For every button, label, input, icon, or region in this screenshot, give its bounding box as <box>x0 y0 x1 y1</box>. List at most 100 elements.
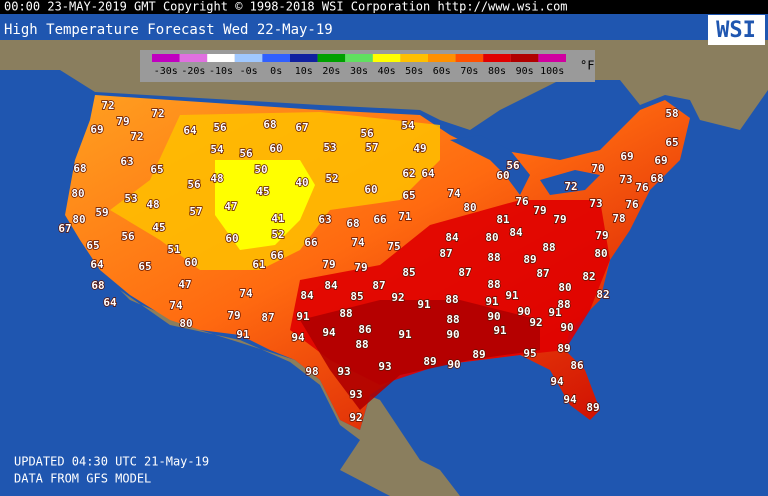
legend-label: 100s <box>540 66 564 77</box>
legend-swatch <box>428 54 456 62</box>
temperature-label: 95 <box>523 347 536 360</box>
temperature-label: 74 <box>351 236 365 249</box>
temperature-label: 91 <box>493 324 507 337</box>
legend-swatch <box>262 54 290 62</box>
temperature-label: 80 <box>463 201 476 214</box>
header-text: 00:00 23-MAY-2019 GMT Copyright © 1998-2… <box>4 0 568 14</box>
temperature-label: 62 <box>402 167 415 180</box>
legend-label: -30s <box>154 66 178 77</box>
temperature-label: 90 <box>447 358 460 371</box>
temperature-label: 85 <box>350 290 363 303</box>
legend-label: 0s <box>270 66 282 77</box>
temperature-label: 87 <box>458 266 471 279</box>
temperature-label: 70 <box>591 162 604 175</box>
temperature-label: 68 <box>346 217 359 230</box>
temperature-label: 93 <box>378 360 391 373</box>
temperature-label: 48 <box>146 198 159 211</box>
temperature-label: 90 <box>446 328 459 341</box>
temperature-label: 80 <box>72 213 85 226</box>
temperature-label: 60 <box>225 232 238 245</box>
temperature-label: 74 <box>239 287 253 300</box>
hottest-zone <box>300 300 540 410</box>
legend-label: 40s <box>378 66 396 77</box>
temperature-label: 84 <box>445 231 459 244</box>
legend-label: 70s <box>460 66 478 77</box>
legend-label: 50s <box>405 66 423 77</box>
temperature-label: 72 <box>151 107 164 120</box>
temperature-label: 51 <box>167 243 181 256</box>
legend-swatch <box>179 54 208 62</box>
temperature-label: 80 <box>558 281 571 294</box>
temperature-label: 88 <box>446 313 459 326</box>
temperature-label: 60 <box>269 142 282 155</box>
legend-swatch <box>152 54 180 62</box>
legend-swatch <box>372 54 401 62</box>
temperature-label: 80 <box>179 317 192 330</box>
temperature-label: 59 <box>95 206 108 219</box>
legend-label: 80s <box>488 66 506 77</box>
temperature-label: 45 <box>256 185 269 198</box>
logo: WSI <box>716 18 756 43</box>
temperature-label: 88 <box>339 307 352 320</box>
temperature-label: 80 <box>485 231 498 244</box>
temperature-label: 94 <box>550 375 564 388</box>
temperature-label: 68 <box>263 118 276 131</box>
legend-label: 90s <box>516 66 534 77</box>
temperature-label: 66 <box>270 249 284 262</box>
temperature-label: 80 <box>594 247 607 260</box>
temperature-label: 57 <box>365 141 378 154</box>
temperature-label: 89 <box>472 348 485 361</box>
legend-swatch <box>345 54 373 62</box>
temperature-label: 81 <box>496 213 510 226</box>
temperature-label: 69 <box>90 123 103 136</box>
legend-swatch <box>510 54 539 62</box>
temperature-label: 64 <box>183 124 197 137</box>
temperature-label: 91 <box>505 289 519 302</box>
temperature-label: 84 <box>509 226 523 239</box>
temperature-label: 90 <box>560 321 573 334</box>
legend-label: -20s <box>181 66 205 77</box>
temperature-label: 79 <box>533 204 546 217</box>
temperature-label: 56 <box>360 127 374 140</box>
temperature-label: 53 <box>124 192 137 205</box>
temperature-label: 79 <box>227 309 240 322</box>
temperature-label: 91 <box>398 328 412 341</box>
temperature-label: 79 <box>116 115 129 128</box>
temperature-label: 79 <box>322 258 335 271</box>
legend-label: 10s <box>295 66 313 77</box>
temperature-label: 66 <box>373 213 387 226</box>
temperature-label: 47 <box>224 200 237 213</box>
temperature-label: 47 <box>178 278 191 291</box>
temperature-label: 56 <box>506 159 520 172</box>
temperature-label: 87 <box>261 311 274 324</box>
temperature-label: 94 <box>322 326 336 339</box>
temperature-label: 92 <box>349 411 362 424</box>
temperature-label: 41 <box>271 212 285 225</box>
temperature-label: 93 <box>349 388 362 401</box>
temperature-label: 45 <box>152 221 165 234</box>
temperature-label: 65 <box>402 189 415 202</box>
temperature-label: 86 <box>570 359 584 372</box>
temperature-label: 68 <box>91 279 104 292</box>
legend: -30s -20s -10s -0s 0s 10s 20s 30s 40s 50s 60s 70s 80… <box>152 54 566 77</box>
great-lakes <box>450 135 530 195</box>
temperature-label: 64 <box>103 296 117 309</box>
temperature-label: 71 <box>398 210 412 223</box>
temperature-label: 92 <box>529 316 542 329</box>
temperature-label: 73 <box>589 197 602 210</box>
temperature-label: 80 <box>71 187 84 200</box>
temperature-label: 60 <box>364 183 377 196</box>
legend-swatch <box>290 54 318 62</box>
temperature-label: 68 <box>650 172 663 185</box>
temperature-label: 52 <box>271 228 284 241</box>
temperature-label: 50 <box>254 163 267 176</box>
temperature-label: 60 <box>496 169 509 182</box>
temperature-label: 65 <box>150 163 163 176</box>
temperature-label: 88 <box>355 338 368 351</box>
temperature-label: 67 <box>295 121 308 134</box>
temperature-label: 54 <box>210 143 224 156</box>
legend-swatch <box>207 54 235 62</box>
footer-source: DATA FROM GFS MODEL <box>14 472 151 486</box>
